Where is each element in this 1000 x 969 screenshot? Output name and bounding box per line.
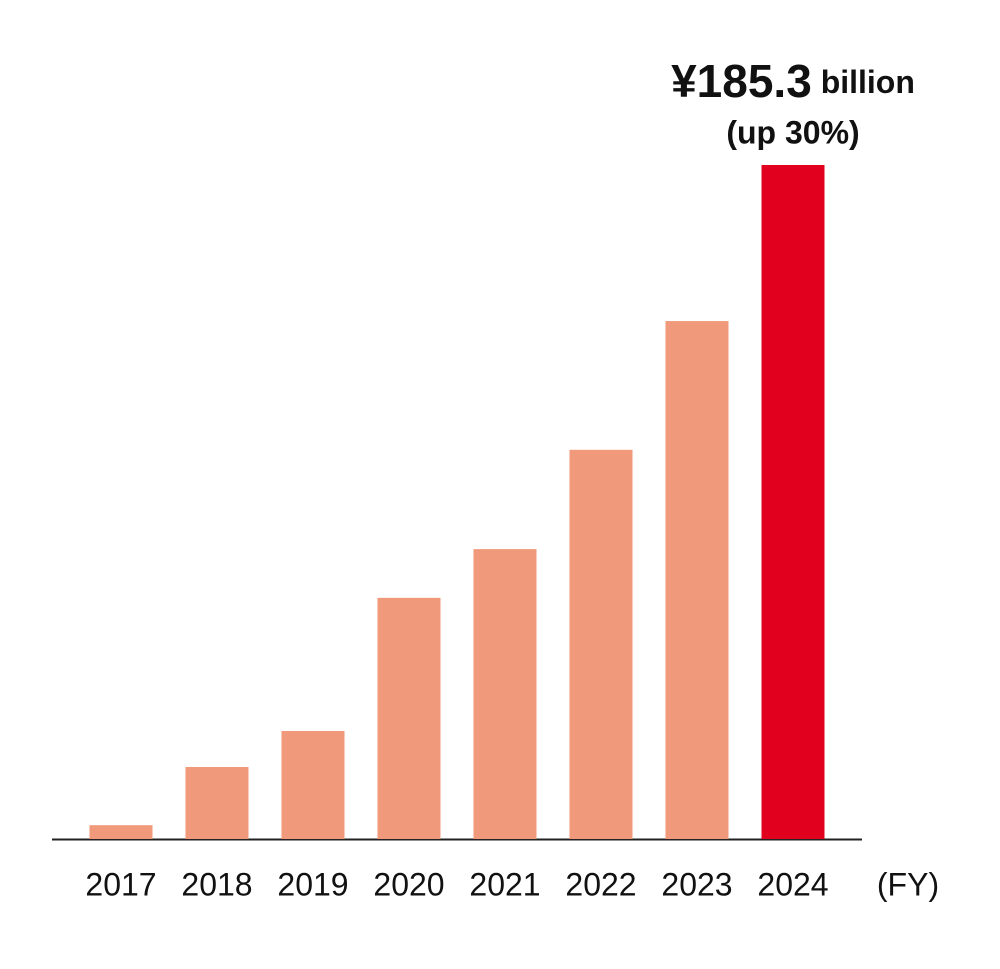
bar (281, 730, 345, 839)
value-label: ¥185.3 billion (671, 55, 915, 107)
x-tick-label: 2020 (373, 866, 444, 902)
x-tick-label: 2019 (277, 866, 348, 902)
x-tick-label: 2023 (661, 866, 732, 902)
bar (377, 597, 441, 839)
x-tick-label: 2024 (757, 866, 828, 902)
x-tick-label: 2017 (85, 866, 156, 902)
annotation: (up 30%) (726, 114, 859, 150)
x-tick-label: 2018 (181, 866, 252, 902)
bar (185, 766, 249, 839)
x-tick-label: 2021 (469, 866, 540, 902)
bar (89, 825, 153, 839)
bar (665, 321, 729, 839)
bar (569, 449, 633, 839)
bar (761, 165, 825, 839)
x-tick-label: 2022 (565, 866, 636, 902)
x-axis-label: (FY) (877, 866, 939, 902)
bar (473, 549, 537, 839)
